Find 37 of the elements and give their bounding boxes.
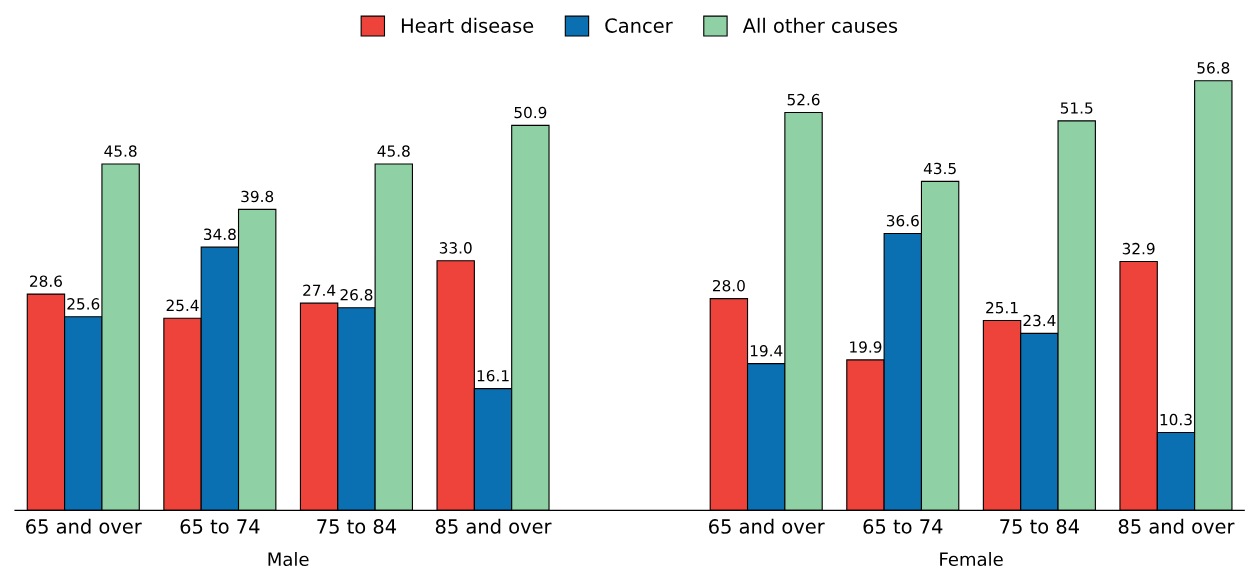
data-label: 33.0: [439, 242, 472, 254]
data-label: 34.8: [204, 228, 236, 241]
data-label: 27.4: [303, 284, 336, 296]
data-label: 25.6: [67, 298, 100, 310]
text: Male: [268, 552, 309, 567]
legend-label: Heart disease: [401, 17, 534, 33]
x-tick-label: 65 and over: [709, 518, 825, 534]
legend-label: Cancer: [605, 18, 673, 33]
data-label: 43.5: [923, 162, 956, 175]
data-label: 26.8: [340, 289, 373, 301]
legend-label: All other causes: [742, 17, 898, 33]
data-label: 16.1: [477, 369, 509, 382]
data-label: 28.0: [712, 279, 745, 292]
data-label: 25.1: [986, 301, 1018, 314]
text: Female: [940, 552, 1003, 567]
data-label: 28.6: [30, 275, 62, 287]
x-tick-label: 75 to 84: [1000, 519, 1079, 534]
x-tick-label: 85 and over: [435, 518, 552, 534]
data-label: 19.9: [850, 341, 882, 353]
x-tick-label: 65 to 74: [180, 519, 260, 534]
data-label: 36.6: [886, 214, 919, 227]
x-tick-label: 75 to 84: [317, 519, 397, 534]
data-label: 39.8: [241, 190, 274, 203]
data-label: 19.4: [750, 344, 783, 357]
data-label: 45.8: [104, 145, 137, 157]
x-tick-label: 85 and over: [1118, 518, 1235, 534]
data-label: 23.4: [1023, 314, 1056, 327]
data-label: 45.8: [377, 145, 410, 157]
data-label: 32.9: [1122, 242, 1155, 255]
data-label: 51.5: [1060, 102, 1093, 114]
data-label: 50.9: [514, 106, 547, 119]
x-tick-label: 65 to 74: [863, 519, 943, 534]
data-label: 10.3: [1160, 413, 1192, 426]
data-label: 25.4: [166, 299, 199, 312]
data-label: 52.6: [787, 93, 820, 106]
data-label: 56.8: [1197, 62, 1230, 74]
x-tick-label: 65 and over: [26, 518, 142, 534]
